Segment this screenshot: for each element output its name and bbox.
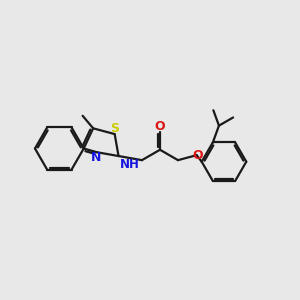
Text: O: O: [192, 149, 202, 162]
Text: S: S: [110, 122, 119, 135]
Text: N: N: [91, 151, 101, 164]
Text: O: O: [155, 120, 165, 133]
Text: NH: NH: [120, 158, 140, 170]
